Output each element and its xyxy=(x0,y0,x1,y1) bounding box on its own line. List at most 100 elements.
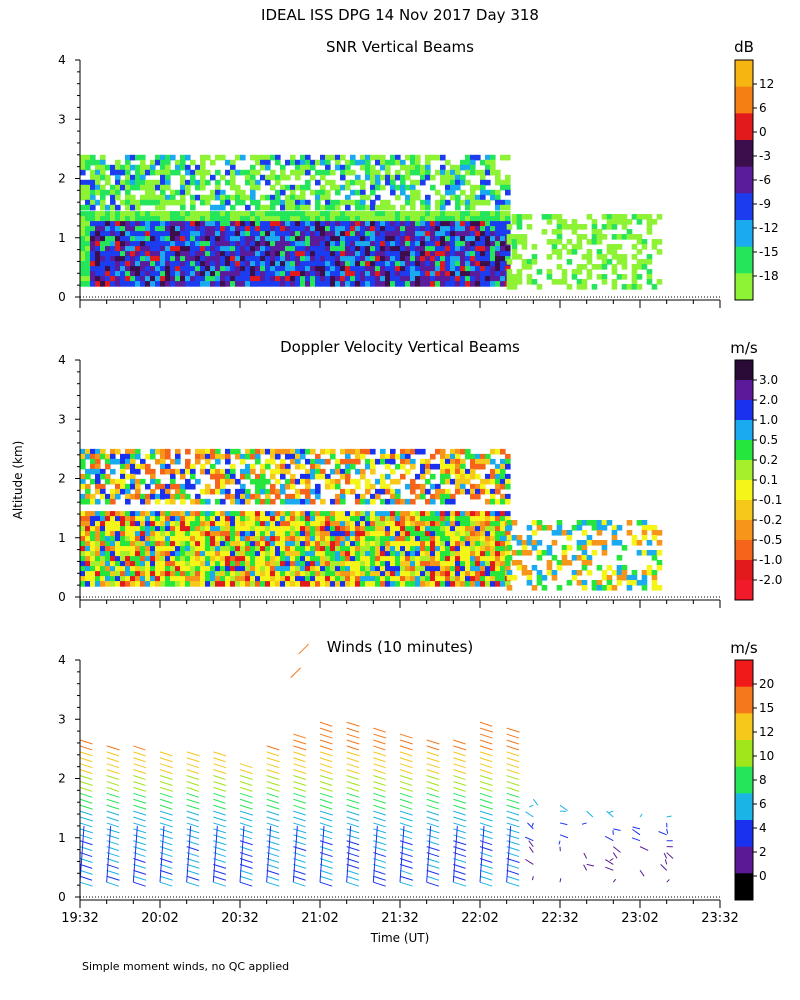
heatmap-cell xyxy=(215,546,221,552)
heatmap-cell xyxy=(160,164,166,171)
heatmap-cell xyxy=(295,159,301,166)
heatmap-cell xyxy=(475,511,481,517)
heatmap-cell xyxy=(445,231,451,237)
heatmap-cell xyxy=(130,483,136,490)
heatmap-cell xyxy=(85,204,91,211)
heatmap-cell xyxy=(285,516,291,522)
heatmap-cell xyxy=(110,571,116,577)
heatmap-cell xyxy=(480,241,486,247)
heatmap-cell xyxy=(145,276,151,282)
heatmap-cell xyxy=(355,216,361,222)
heatmap-cell xyxy=(260,236,266,242)
wind-barb xyxy=(79,775,93,781)
heatmap-cell xyxy=(350,478,356,485)
heatmap-cell xyxy=(460,511,466,517)
heatmap-cell xyxy=(325,541,331,547)
heatmap-cell xyxy=(320,241,326,247)
heatmap-cell xyxy=(470,493,476,500)
heatmap-cell xyxy=(395,271,401,277)
heatmap-cell xyxy=(445,478,451,485)
heatmap-cell xyxy=(425,536,431,542)
heatmap-cell xyxy=(576,524,583,531)
heatmap-cell xyxy=(505,231,511,237)
heatmap-cell xyxy=(320,516,326,522)
heatmap-cell xyxy=(330,536,336,542)
heatmap-cell xyxy=(405,199,411,206)
heatmap-cell xyxy=(425,221,431,227)
heatmap-cell xyxy=(310,488,316,495)
heatmap-cell xyxy=(180,493,186,500)
heatmap-cell xyxy=(516,559,523,566)
heatmap-cell xyxy=(390,261,396,267)
heatmap-cell xyxy=(245,551,251,557)
heatmap-cell xyxy=(405,211,411,217)
heatmap-cell xyxy=(566,559,573,566)
heatmap-cell xyxy=(626,529,633,536)
heatmap-cell xyxy=(280,226,286,232)
heatmap-cell xyxy=(425,216,431,222)
heatmap-cell xyxy=(270,204,276,211)
heatmap-cell xyxy=(115,483,121,490)
heatmap-cell xyxy=(130,194,136,201)
heatmap-cell xyxy=(255,536,261,542)
heatmap-cell xyxy=(85,561,91,567)
heatmap-cell xyxy=(360,154,366,161)
heatmap-cell xyxy=(245,271,251,277)
heatmap-cell xyxy=(410,169,416,176)
heatmap-cell xyxy=(95,488,101,495)
heatmap-cell xyxy=(480,556,486,562)
heatmap-cell xyxy=(290,221,296,227)
heatmap-cell xyxy=(320,184,326,191)
heatmap-cell xyxy=(215,473,221,480)
heatmap-cell xyxy=(465,556,471,562)
heatmap-cell xyxy=(415,566,421,572)
heatmap-cell xyxy=(240,281,246,287)
heatmap-cell xyxy=(546,569,553,576)
heatmap-cell xyxy=(220,236,226,242)
heatmap-cell xyxy=(210,271,216,277)
wind-barb xyxy=(106,834,120,840)
heatmap-cell xyxy=(470,194,476,201)
heatmap-cell xyxy=(250,174,256,181)
heatmap-cell xyxy=(180,473,186,480)
heatmap-cell xyxy=(631,244,638,250)
heatmap-cell xyxy=(100,236,106,242)
snr-colorbar-unit: dB xyxy=(734,38,754,56)
heatmap-cell xyxy=(581,264,588,270)
heatmap-cell xyxy=(435,536,441,542)
heatmap-cell xyxy=(140,266,146,272)
heatmap-cell xyxy=(526,214,533,220)
heatmap-cell xyxy=(155,159,161,166)
heatmap-cell xyxy=(105,516,111,522)
barb-staff xyxy=(426,825,432,883)
heatmap-cell xyxy=(435,251,441,257)
wind-barb xyxy=(133,757,146,763)
heatmap-cell xyxy=(250,468,256,475)
y-axis-label: Altitude (km) xyxy=(11,441,25,520)
heatmap-cell xyxy=(450,174,456,181)
heatmap-cell xyxy=(270,231,276,237)
heatmap-cell xyxy=(180,204,186,211)
heatmap-cell xyxy=(110,281,116,287)
heatmap-cell xyxy=(190,483,196,490)
heatmap-cell xyxy=(390,184,396,191)
heatmap-cell xyxy=(280,546,286,552)
heatmap-cell xyxy=(425,526,431,532)
heatmap-cell xyxy=(105,551,111,557)
heatmap-cell xyxy=(305,561,311,567)
heatmap-cell xyxy=(480,179,486,186)
heatmap-cell xyxy=(280,458,286,465)
heatmap-cell xyxy=(365,521,371,527)
wind-barb xyxy=(79,816,94,822)
heatmap-cell xyxy=(505,463,511,470)
heatmap-cell xyxy=(385,541,391,547)
heatmap-cell xyxy=(500,541,506,547)
heatmap-cell xyxy=(420,468,426,475)
heatmap-cell xyxy=(300,576,306,582)
heatmap-cell xyxy=(165,498,171,505)
heatmap-cell xyxy=(455,483,461,490)
heatmap-cell xyxy=(160,546,166,552)
heatmap-cell xyxy=(80,241,86,247)
wind-barb xyxy=(506,881,520,887)
heatmap-cell xyxy=(185,493,191,500)
